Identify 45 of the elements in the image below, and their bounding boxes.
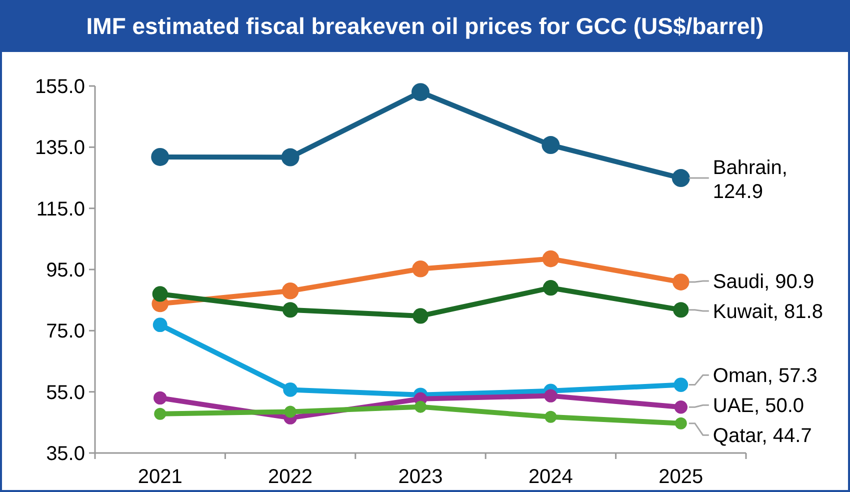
data-label: 124.9 <box>712 181 763 204</box>
y-tick-label: 115.0 <box>36 198 85 220</box>
series-label: Bahrain, <box>712 157 788 180</box>
point <box>673 302 689 318</box>
y-tick-label: 75.0 <box>46 320 85 343</box>
point <box>284 406 296 418</box>
point <box>412 83 430 102</box>
y-tick-label: 135.0 <box>34 137 85 160</box>
point <box>674 400 688 414</box>
point <box>152 318 168 332</box>
y-tick-label: 55.0 <box>46 382 85 404</box>
point <box>544 410 557 423</box>
point <box>412 260 429 278</box>
point <box>154 391 167 405</box>
point <box>544 389 558 402</box>
x-tick-label: 2024 <box>528 466 573 488</box>
point <box>412 308 428 324</box>
y-tick-label: 95.0 <box>46 260 85 282</box>
point <box>672 274 690 290</box>
x-tick-label: 2021 <box>138 466 182 488</box>
y-tick-label: 35.0 <box>46 443 85 465</box>
point <box>674 417 687 430</box>
point <box>282 302 298 318</box>
y-tick-label: 155.0 <box>34 76 85 98</box>
x-tick-label: 2025 <box>658 466 704 488</box>
x-tick-label: 2022 <box>268 466 313 488</box>
text: UAE, 50.0 <box>712 395 804 418</box>
x-tick-label: 2023 <box>398 466 443 488</box>
text: Oman, 57.3 <box>712 365 818 388</box>
point <box>414 400 426 413</box>
point <box>283 382 298 397</box>
chart-title: IMF estimated fiscal breakeven oil prices for GCC (US$/barrel) <box>86 13 764 39</box>
point <box>672 169 690 188</box>
text: Kuwait, 81.8 <box>712 300 823 323</box>
point <box>542 136 560 154</box>
point <box>674 378 688 392</box>
point <box>151 148 170 166</box>
point <box>542 280 558 296</box>
point <box>152 286 168 302</box>
point <box>154 408 166 420</box>
text: Qatar, 44.7 <box>712 425 812 448</box>
text: Saudi, 90.9 <box>712 270 814 293</box>
point <box>282 282 299 300</box>
point <box>542 250 560 268</box>
point <box>281 148 300 166</box>
